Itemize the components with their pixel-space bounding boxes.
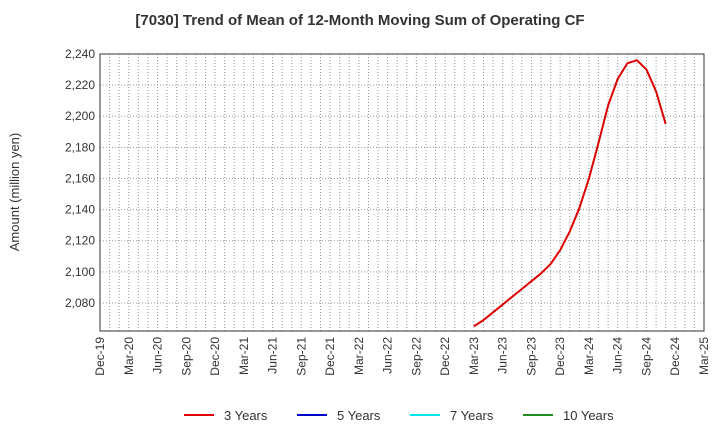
x-tick-label: Sep-22 — [409, 337, 423, 376]
x-tick-label: Dec-21 — [323, 337, 337, 376]
x-tick-label: Sep-20 — [179, 337, 193, 376]
y-tick-label: 2,160 — [65, 171, 95, 185]
y-tick-label: 2,200 — [65, 109, 95, 123]
x-tick-label: Sep-24 — [639, 337, 653, 376]
series-lines — [473, 59, 667, 328]
legend-item: 5 Years — [297, 408, 381, 423]
x-tick-label: Mar-23 — [467, 337, 481, 375]
x-tick-label: Jun-21 — [266, 337, 280, 374]
x-tick-label: Mar-21 — [237, 337, 251, 375]
x-tick-label: Mar-24 — [582, 337, 596, 375]
y-tick-label: 2,220 — [65, 78, 95, 92]
x-axis-ticks: Dec-19 Mar-20 Jun-20 Sep-20 Dec-20 Mar-21 Jun-… — [93, 337, 711, 376]
x-tick-label: Sep-23 — [524, 337, 538, 376]
x-tick-label: Dec-20 — [208, 337, 222, 376]
x-tick-label: Jun-22 — [381, 337, 395, 374]
x-tick-label: Mar-22 — [352, 337, 366, 375]
legend-item: 7 Years — [410, 408, 494, 423]
x-tick-label: Sep-21 — [294, 337, 308, 376]
y-tick-label: 2,120 — [65, 234, 95, 248]
y-tick-label: 2,240 — [65, 47, 95, 61]
legend-item: 3 Years — [184, 408, 268, 423]
y-tick-label: 2,100 — [65, 265, 95, 279]
legend: 3 Years 5 Years 7 Years 10 Years — [184, 408, 614, 423]
x-tick-label: Mar-25 — [697, 337, 711, 375]
x-tick-label: Dec-23 — [553, 337, 567, 376]
y-tick-label: 2,140 — [65, 203, 95, 217]
x-tick-label: Jun-23 — [496, 337, 510, 374]
x-tick-label: Dec-22 — [438, 337, 452, 376]
y-tick-label: 2,080 — [65, 296, 95, 310]
plot-area — [99, 53, 705, 332]
x-tick-label: Dec-24 — [668, 337, 682, 376]
chart-title: [7030] Trend of Mean of 12-Month Moving … — [135, 12, 584, 29]
y-tick-label: 2,180 — [65, 140, 95, 154]
y-axis-label: Amount (million yen) — [7, 133, 22, 252]
legend-label: 7 Years — [450, 408, 494, 423]
legend-label: 10 Years — [563, 408, 614, 423]
x-tick-label: Jun-20 — [151, 337, 165, 374]
y-axis-ticks: 2,080 2,100 2,120 2,140 2,160 2,180 2,200 2,220… — [65, 47, 95, 310]
series-line — [473, 59, 667, 328]
legend-item: 10 Years — [523, 408, 614, 423]
x-tick-label: Mar-20 — [122, 337, 136, 375]
x-tick-label: Jun-24 — [611, 337, 625, 374]
legend-label: 5 Years — [337, 408, 381, 423]
legend-label: 3 Years — [224, 408, 268, 423]
x-tick-label: Dec-19 — [93, 337, 107, 376]
grid-lines — [100, 53, 704, 331]
